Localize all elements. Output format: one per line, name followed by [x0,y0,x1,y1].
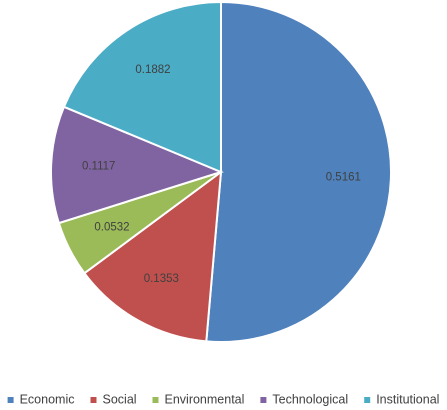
pie-slice-technological [50,105,224,225]
pie-slice-economic [205,0,393,343]
pie-slice-social [83,169,223,343]
legend-swatch-technological [260,397,267,403]
pie-slices [50,0,393,343]
data-label-technological: 0.1117 [82,161,115,173]
data-label-environmental: 0.0532 [94,222,129,234]
pie-slice-institutional [62,0,222,174]
data-label-social: 0.1353 [144,273,179,285]
legend-label-institutional: Institutional [376,392,439,406]
legend-label-environmental: Environmental [165,392,245,406]
legend-swatch-social [90,397,97,403]
legend-label-economic: Economic [20,392,75,406]
pie-data-labels: 0.5161 0.1353 0.0532 0.1117 0.1882 [82,64,361,285]
legend-label-technological: Technological [272,392,348,406]
legend-swatch-institutional [364,397,371,403]
data-label-institutional: 0.1882 [135,64,170,76]
legend-swatch-economic [7,397,14,403]
legend-label-social: Social [103,392,137,406]
data-label-economic: 0.5161 [326,171,361,183]
legend-swatch-environmental [152,397,159,403]
chart-legend: Economic Social Environmental Technological… [7,392,439,406]
